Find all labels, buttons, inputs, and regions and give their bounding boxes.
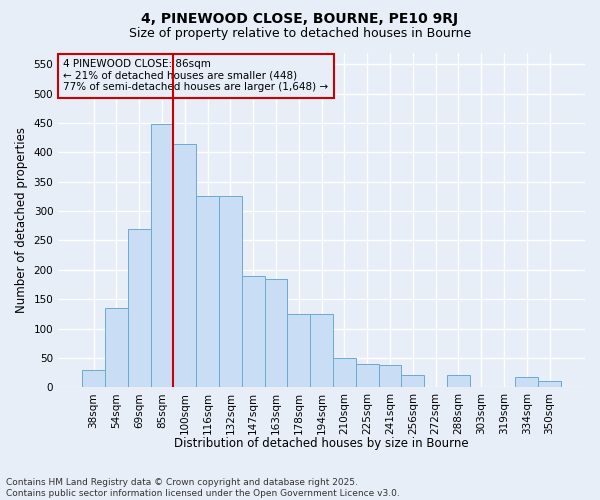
Bar xyxy=(82,370,105,387)
X-axis label: Distribution of detached houses by size in Bourne: Distribution of detached houses by size … xyxy=(174,437,469,450)
Text: 4 PINEWOOD CLOSE: 86sqm
← 21% of detached houses are smaller (448)
77% of semi-d: 4 PINEWOOD CLOSE: 86sqm ← 21% of detache… xyxy=(64,59,329,92)
Bar xyxy=(196,196,219,387)
Bar xyxy=(447,376,470,387)
Bar xyxy=(105,308,128,387)
Bar xyxy=(265,278,287,387)
Text: Size of property relative to detached houses in Bourne: Size of property relative to detached ho… xyxy=(129,28,471,40)
Text: Contains HM Land Registry data © Crown copyright and database right 2025.
Contai: Contains HM Land Registry data © Crown c… xyxy=(6,478,400,498)
Bar xyxy=(538,382,561,387)
Bar xyxy=(242,276,265,387)
Bar xyxy=(219,196,242,387)
Bar xyxy=(333,358,356,387)
Bar xyxy=(401,376,424,387)
Bar xyxy=(310,314,333,387)
Bar xyxy=(128,228,151,387)
Bar xyxy=(356,364,379,387)
Bar xyxy=(515,376,538,387)
Bar xyxy=(379,365,401,387)
Bar xyxy=(173,144,196,387)
Bar xyxy=(287,314,310,387)
Bar xyxy=(151,124,173,387)
Y-axis label: Number of detached properties: Number of detached properties xyxy=(15,127,28,313)
Text: 4, PINEWOOD CLOSE, BOURNE, PE10 9RJ: 4, PINEWOOD CLOSE, BOURNE, PE10 9RJ xyxy=(142,12,458,26)
